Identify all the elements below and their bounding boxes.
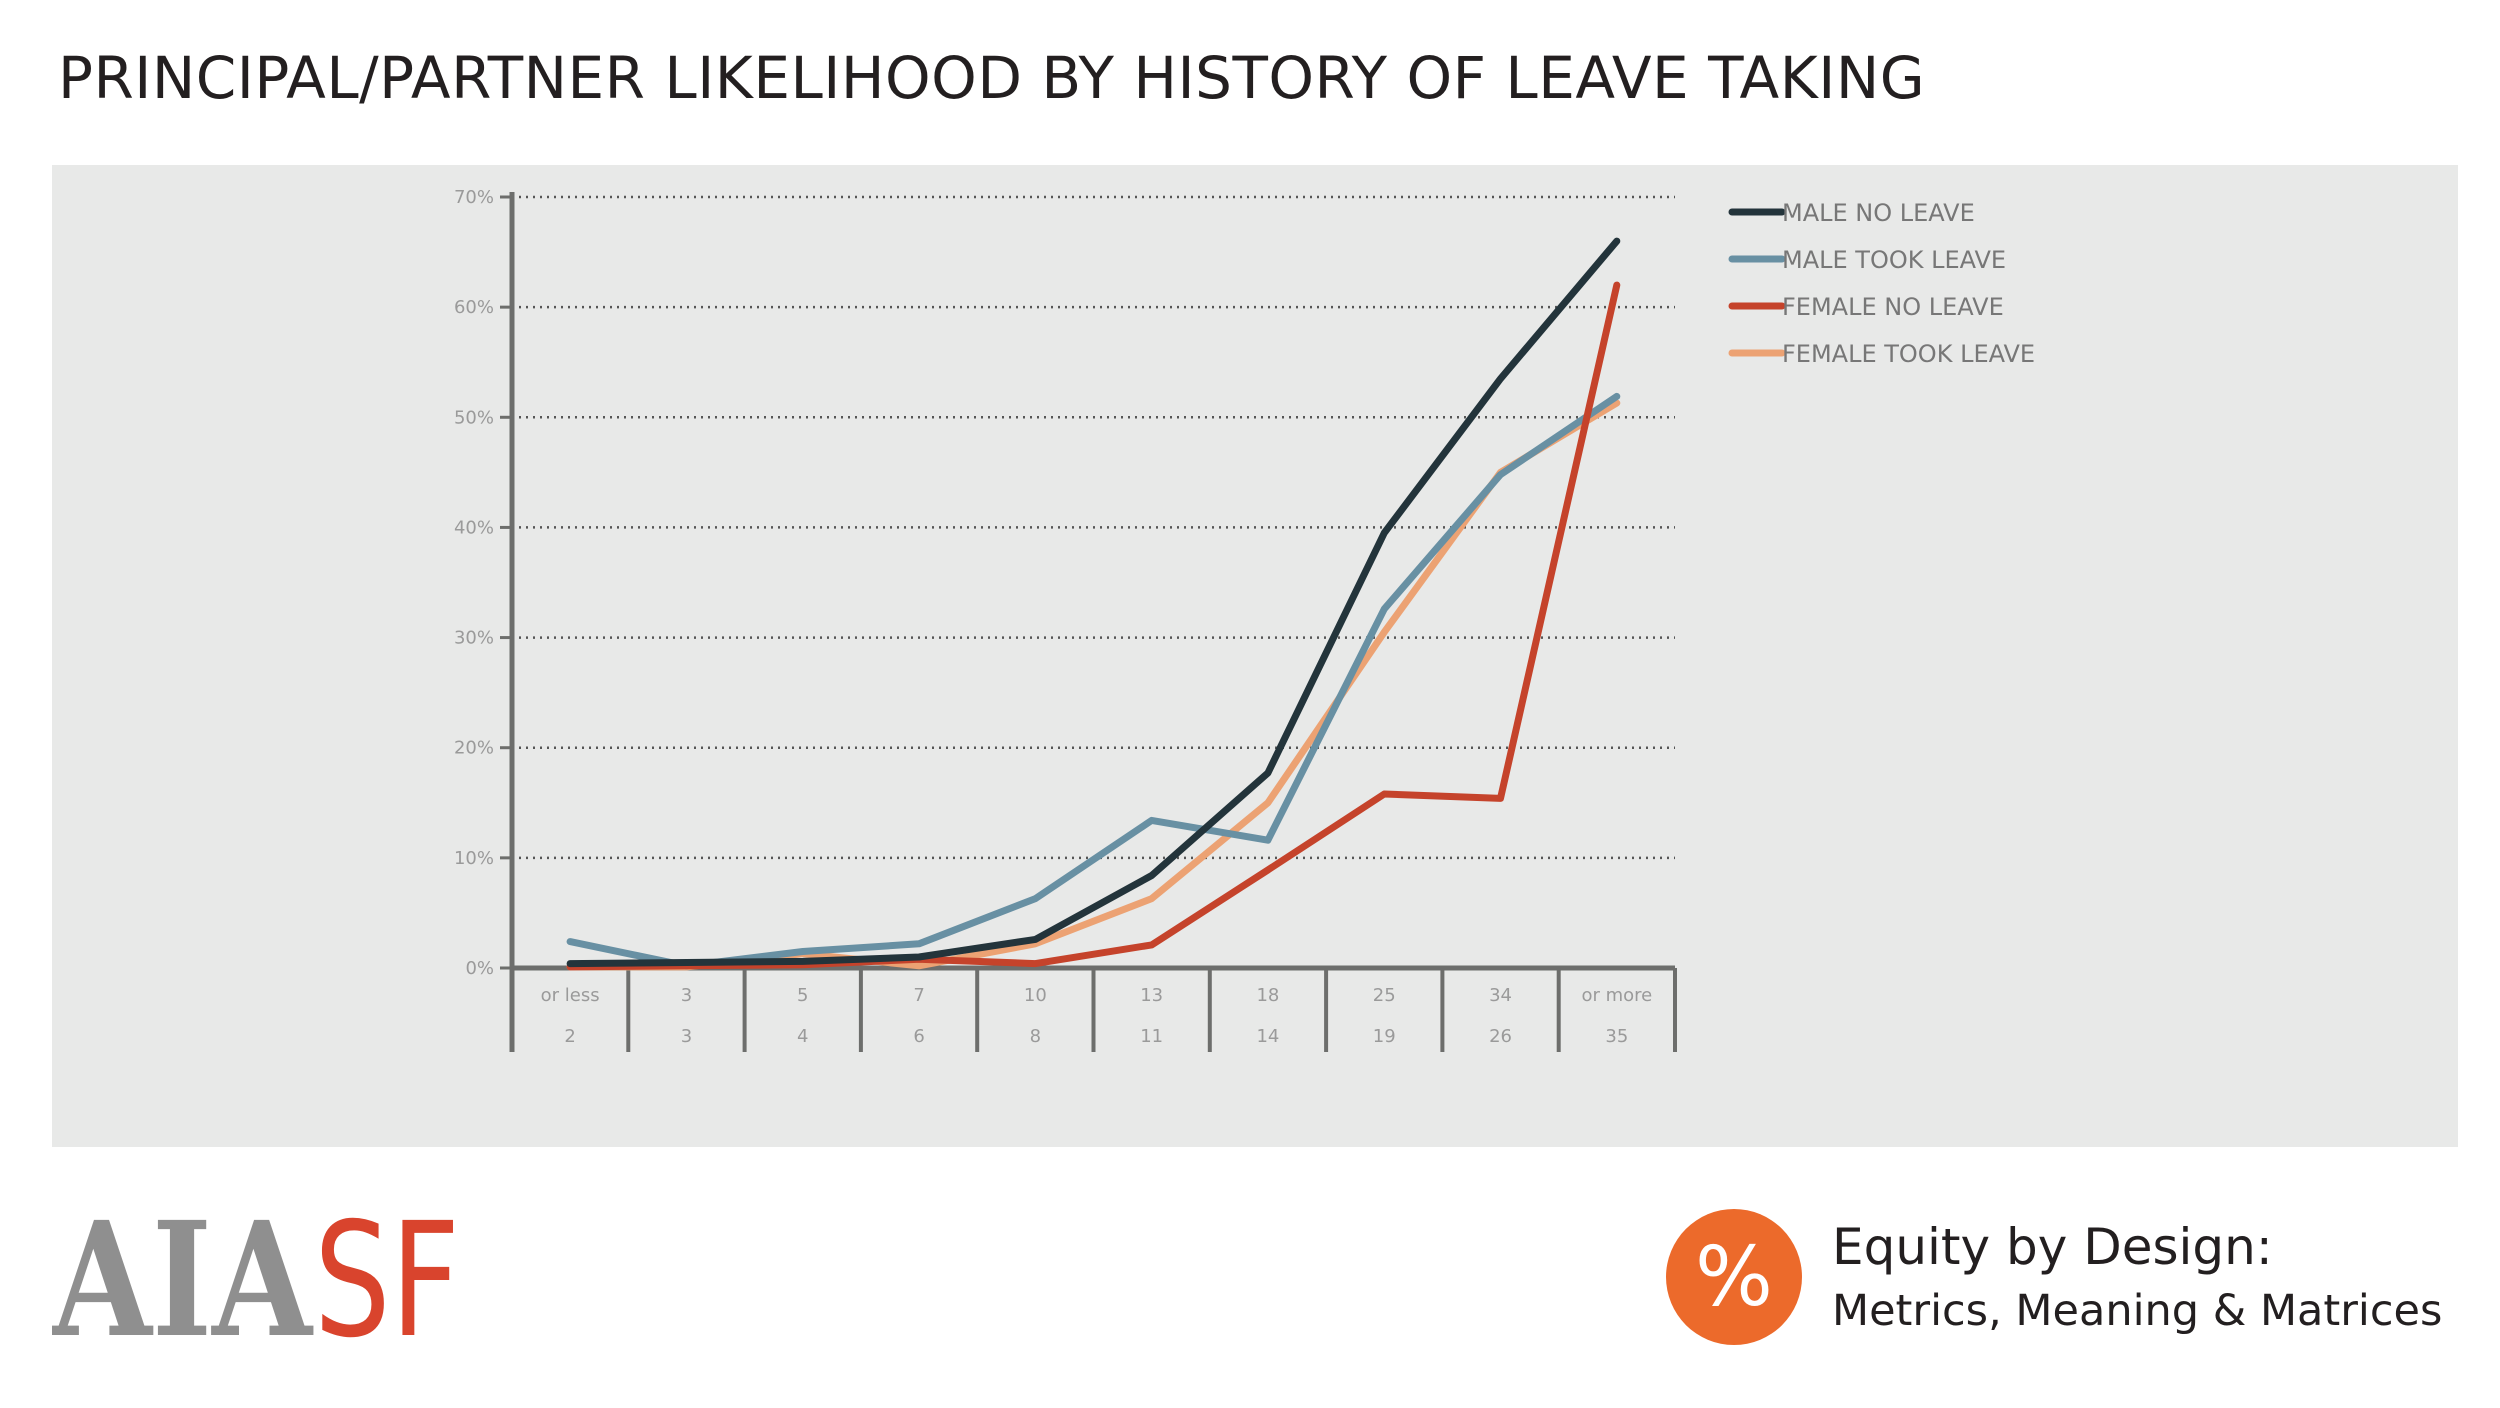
x-tick-label-top: 10 <box>1024 985 1047 1006</box>
page-title: PRINCIPAL/PARTNER LIKELIHOOD BY HISTORY … <box>58 44 1926 112</box>
y-tick-label: 20% <box>454 738 494 759</box>
x-tick-label-top: or less <box>541 985 600 1006</box>
y-tick-label: 60% <box>454 297 494 318</box>
percent-badge-icon: % <box>1666 1209 1802 1345</box>
logo-aia-text: AIA <box>52 1200 314 1350</box>
x-tick-label-bottom: 3 <box>681 1026 692 1047</box>
series-line-male-took-leave <box>566 392 1621 970</box>
x-tick-label-bottom: 35 <box>1605 1026 1628 1047</box>
x-tick-label-top: 5 <box>797 985 808 1006</box>
y-tick-label: 10% <box>454 848 494 869</box>
y-tick-label: 70% <box>454 187 494 208</box>
y-tick-label: 40% <box>454 517 494 538</box>
legend-label: MALE NO LEAVE <box>1782 199 1975 227</box>
series-line-female-took-leave <box>566 399 1621 971</box>
x-tick-label-bottom: 4 <box>797 1026 808 1047</box>
x-tick-label-top: 34 <box>1489 985 1512 1006</box>
x-tick-label-top: or more <box>1581 985 1652 1006</box>
y-tick-label: 50% <box>454 407 494 428</box>
equity-title: Equity by Design: <box>1832 1218 2273 1276</box>
legend-label: MALE TOOK LEAVE <box>1782 246 2006 274</box>
series-line-female-no-leave <box>566 281 1621 971</box>
x-tick-label-bottom: 11 <box>1140 1026 1163 1047</box>
aiasf-logo: AIA SF <box>52 1200 460 1350</box>
x-tick-label-top: 13 <box>1140 985 1163 1006</box>
series-line-male-no-leave <box>566 237 1621 968</box>
legend-label: FEMALE TOOK LEAVE <box>1782 340 2035 368</box>
x-tick-label-bottom: 6 <box>913 1026 924 1047</box>
line-chart: 0%10%20%30%40%50%60%70%or less 3 5 7 10 13 18 2… <box>454 187 2035 1052</box>
x-tick-label-top: 18 <box>1256 985 1279 1006</box>
chart-panel: 0% 10% 20% 30% 40% 50% 60% 70% or less 3 5 7 10 13 18 2… <box>52 165 2458 1147</box>
x-tick-label-bottom: 19 <box>1373 1026 1396 1047</box>
x-tick-label-bottom: 26 <box>1489 1026 1512 1047</box>
y-tick-label: 0% <box>465 958 494 979</box>
equity-subtitle: Metrics, Meaning & Matrices <box>1832 1286 2443 1336</box>
x-tick-label-top: 3 <box>681 985 692 1006</box>
x-tick-label-bottom: 2 <box>564 1026 575 1047</box>
x-tick-label-top: 7 <box>913 985 924 1006</box>
y-tick-label: 30% <box>454 628 494 649</box>
x-tick-label-bottom: 8 <box>1030 1026 1041 1047</box>
logo-sf-text: SF <box>314 1200 460 1350</box>
legend-label: FEMALE NO LEAVE <box>1782 293 2004 321</box>
x-tick-label-bottom: 14 <box>1256 1026 1279 1047</box>
x-tick-label-top: 25 <box>1373 985 1396 1006</box>
